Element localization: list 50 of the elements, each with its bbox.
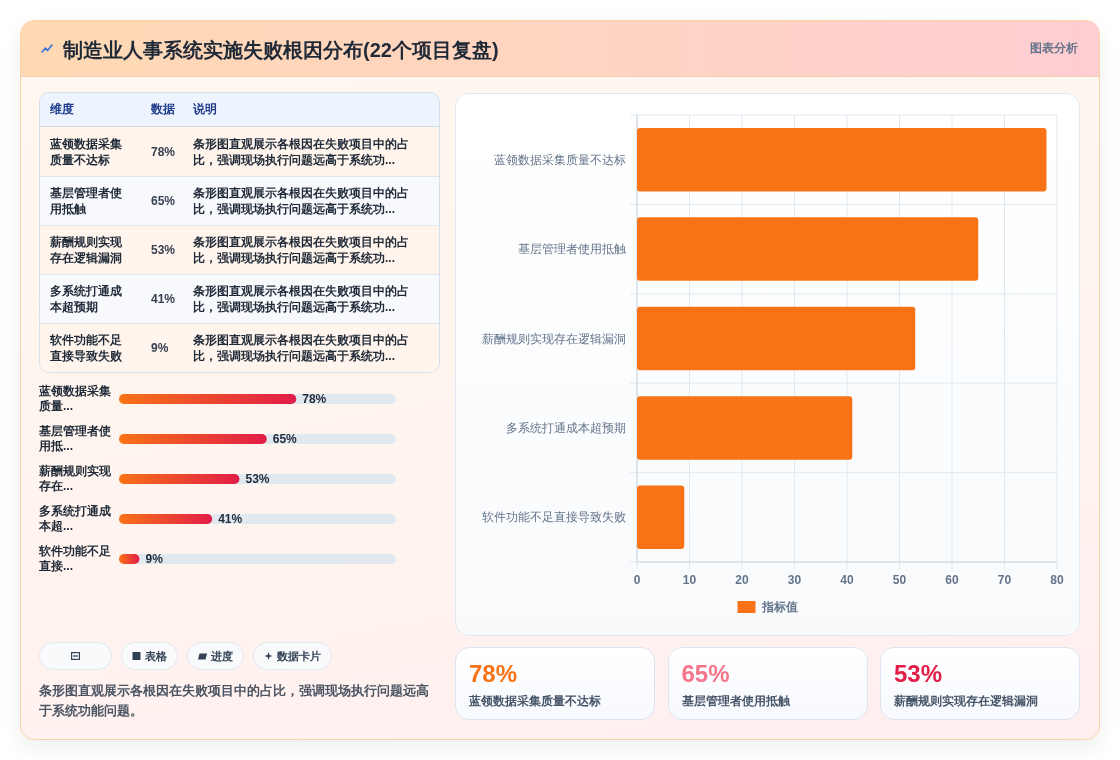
- x-tick-label: 40: [840, 573, 854, 587]
- x-tick-label: 70: [997, 573, 1012, 587]
- x-tick-label: 30: [787, 573, 802, 587]
- text: 进度: [211, 648, 233, 664]
- data-label: 53%: [245, 472, 270, 486]
- text: 78%: [151, 143, 176, 160]
- text: 制造业人事系统实施失败根因分布(22个项目复盘): [63, 38, 499, 63]
- text: 65%: [681, 659, 730, 689]
- data-label: 78%: [302, 392, 327, 406]
- text: 维度: [50, 101, 74, 118]
- text: 图表分析: [1030, 40, 1078, 56]
- y-tick-label: 蓝领数据采集质量...: [39, 384, 112, 414]
- text: 条形图直观展示各根因在失败项目中的占比，强调现场执行问题远高于系统功...: [193, 185, 410, 217]
- text: 表格: [145, 648, 167, 664]
- y-tick-label: 蓝领数据采集质量不达标: [494, 152, 626, 167]
- y-tick-label: 多系统打通成本超...: [39, 504, 112, 534]
- x-tick-label: 50: [892, 573, 907, 587]
- y-tick-label: 软件功能不足直接...: [39, 544, 112, 574]
- legend-label: 指标值: [760, 600, 798, 614]
- y-tick-label: 基层管理者使用抵触: [518, 242, 626, 257]
- y-tick-label: 多系统打通成本超预期: [506, 420, 626, 435]
- y-tick-label: 软件功能不足直接导致失败: [482, 510, 626, 525]
- x-tick-label: 60: [945, 573, 959, 587]
- text: 53%: [894, 659, 943, 689]
- text: 条形图直观展示各根因在失败项目中的占比，强调现场执行问题远高于系统功...: [193, 332, 410, 364]
- text: 条形图直观展示各根因在失败项目中的占比，强调现场执行问题远高于系统功能问题。: [39, 682, 430, 720]
- y-tick-label: 薪酬规则实现存在...: [39, 464, 112, 494]
- text: 41%: [151, 291, 176, 307]
- x-tick-label: 80: [1050, 573, 1064, 587]
- text: 条形图直观展示各根因在失败项目中的占比，强调现场执行问题远高于系统功...: [193, 135, 410, 168]
- text: 数据: [151, 101, 175, 118]
- text: 薪酬规则实现存在逻辑漏洞: [894, 693, 1038, 710]
- data-label: 9%: [145, 552, 164, 566]
- text: 65%: [151, 193, 176, 209]
- text: 条形图直观展示各根因在失败项目中的占比，强调现场执行问题远高于系统功...: [193, 234, 410, 266]
- text: 9%: [151, 340, 169, 356]
- text: 数据卡片: [277, 648, 321, 664]
- text: 蓝领数据采集质量不达标: [469, 693, 601, 710]
- x-tick-label: 20: [735, 573, 749, 587]
- x-tick-label: 10: [682, 573, 697, 587]
- text: 说明: [193, 101, 217, 118]
- text: 53%: [151, 242, 176, 258]
- data-label: 41%: [218, 512, 243, 526]
- x-tick-label: 0: [633, 573, 641, 587]
- text: 78%: [469, 659, 518, 689]
- text: 条形图直观展示各根因在失败项目中的占比，强调现场执行问题远高于系统功...: [193, 283, 410, 315]
- data-label: 65%: [272, 432, 298, 446]
- y-tick-label: 基层管理者使用抵...: [39, 424, 112, 454]
- text: 基层管理者使用抵触: [681, 693, 790, 710]
- y-tick-label: 薪酬规则实现存在逻辑漏洞: [482, 331, 626, 346]
